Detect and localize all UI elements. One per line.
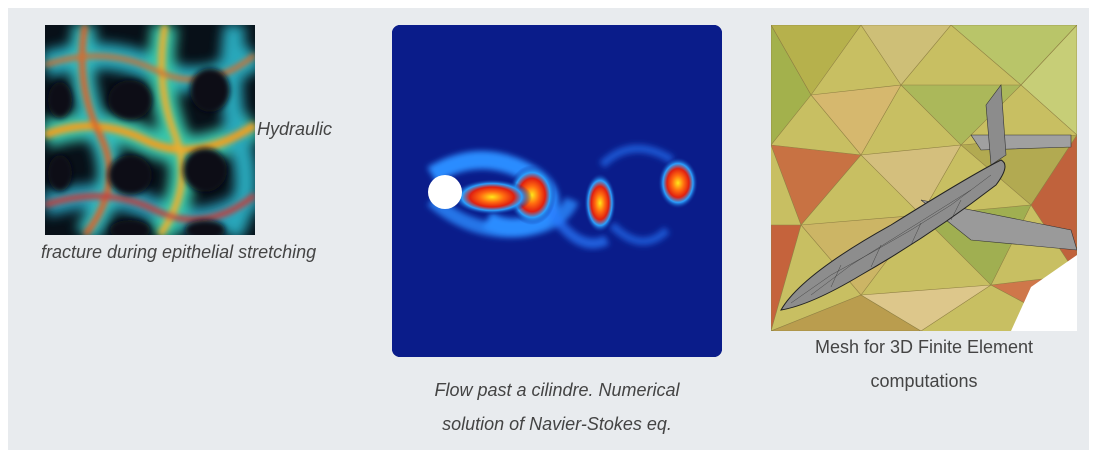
figure1-caption-line2: fracture during epithelial stretching [41,242,317,262]
aircraft-finite-element-mesh [771,25,1077,331]
epithelial-image-graphic [45,25,255,235]
mesh-graphic [771,25,1077,331]
figure-gallery-panel: Hydraulic fracture during epithelial str… [8,8,1089,450]
figure3-caption-line1: Mesh for 3D Finite Element [814,337,1034,357]
cylinder-obstacle [428,175,462,209]
figure3-caption-line2: computations [870,371,978,391]
figure1-caption-line1: Hydraulic [257,119,333,139]
figure2-caption-line2: solution of Navier-Stokes eq. [442,414,672,434]
epithelial-fluorescence-image [45,25,255,235]
flow-simulation-graphic [392,25,722,357]
cylinder-wake-vortex-simulation [392,25,722,357]
figure2-caption-line1: Flow past a cilindre. Numerical [434,380,680,400]
